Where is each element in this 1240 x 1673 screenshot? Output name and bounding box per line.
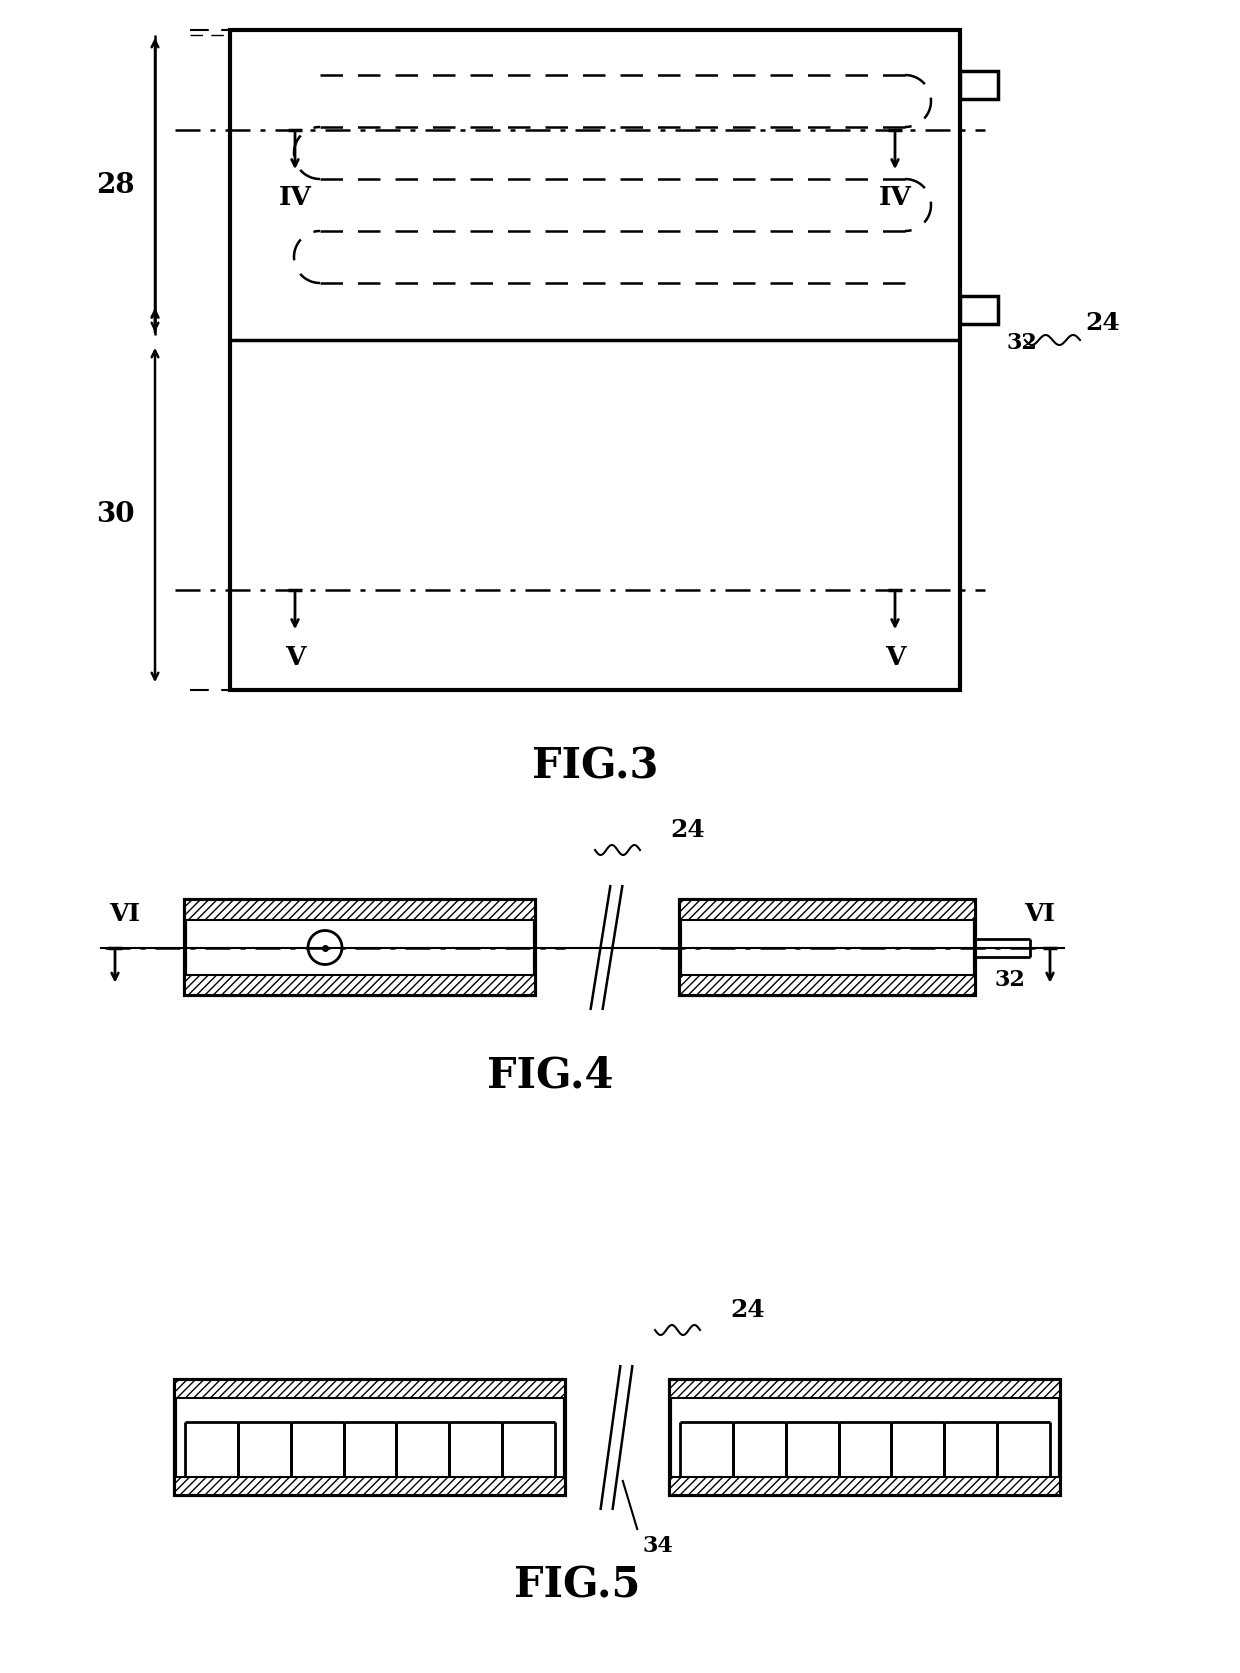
Bar — [185, 900, 534, 995]
Text: VI: VI — [109, 902, 140, 925]
Text: 32: 32 — [1006, 331, 1037, 355]
Text: 24: 24 — [730, 1298, 765, 1322]
Text: VI: VI — [1024, 902, 1055, 925]
Text: FIG.3: FIG.3 — [532, 744, 658, 786]
Text: 28: 28 — [97, 172, 135, 199]
Bar — [670, 1380, 1060, 1496]
Bar — [960, 70, 998, 99]
Text: FIG.4: FIG.4 — [487, 1056, 614, 1097]
Bar — [175, 1380, 565, 1399]
Bar — [680, 900, 975, 920]
Text: 30: 30 — [97, 502, 135, 529]
Text: 24: 24 — [670, 818, 704, 842]
Text: IV: IV — [279, 186, 311, 211]
Text: 32: 32 — [994, 969, 1025, 990]
Bar — [960, 296, 998, 325]
Bar — [185, 900, 534, 920]
Text: V: V — [285, 646, 305, 669]
Bar — [680, 900, 975, 995]
Bar — [670, 1477, 1060, 1496]
Text: 24: 24 — [1085, 311, 1120, 335]
Bar — [175, 1380, 565, 1496]
Text: IV: IV — [879, 186, 911, 211]
Bar — [229, 30, 960, 689]
Bar — [680, 975, 975, 995]
Bar — [175, 1477, 565, 1496]
Bar — [185, 975, 534, 995]
Text: FIG.5: FIG.5 — [515, 1564, 641, 1608]
Text: V: V — [885, 646, 905, 669]
Bar — [670, 1380, 1060, 1399]
Text: 34: 34 — [642, 1536, 673, 1558]
